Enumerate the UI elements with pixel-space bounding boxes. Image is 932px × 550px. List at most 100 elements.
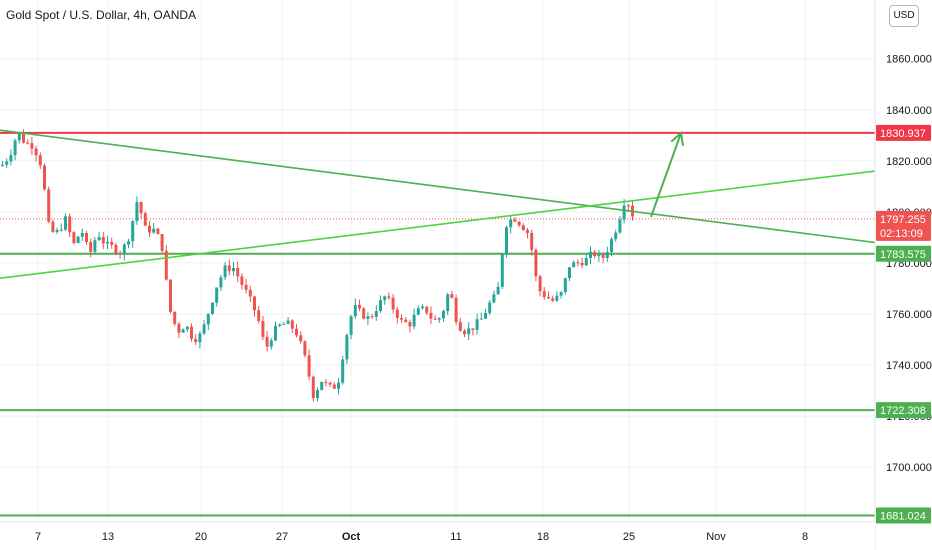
candle-body — [13, 140, 17, 156]
candle-body — [114, 245, 118, 254]
projection-arrow — [650, 131, 685, 218]
candle-body — [517, 221, 521, 226]
candle-body — [442, 311, 445, 319]
candle-body — [152, 228, 156, 233]
candle-body — [538, 276, 542, 292]
candle-body — [416, 308, 420, 315]
candle-body — [584, 257, 588, 266]
candle-body — [395, 309, 399, 318]
candle-body — [454, 297, 458, 323]
candle-body — [269, 340, 273, 347]
candle-body — [580, 262, 584, 266]
candle-body — [43, 165, 46, 190]
candle-body — [26, 142, 30, 144]
candle-body — [387, 296, 391, 298]
candle-body — [244, 284, 248, 290]
candle-body — [349, 316, 353, 335]
candle-body — [471, 328, 475, 330]
candle-body — [353, 304, 357, 317]
candle-body — [362, 308, 366, 319]
candle-body — [404, 319, 408, 323]
candle-body — [282, 323, 286, 325]
candle-body — [261, 321, 265, 337]
candle-body — [484, 312, 487, 319]
candle-body — [5, 161, 9, 165]
candle-body — [408, 322, 412, 327]
candle-body — [17, 133, 21, 141]
candle-body — [101, 236, 105, 244]
time-tick-label: 18 — [537, 531, 549, 543]
candle-body — [505, 227, 508, 255]
candle-body — [488, 302, 492, 313]
candle-body — [127, 241, 130, 245]
trend-line-descending — [0, 129, 876, 244]
candle-body — [93, 240, 97, 252]
candle-body — [194, 338, 198, 343]
candle-body — [257, 310, 261, 322]
candle-body — [232, 268, 235, 272]
candle-body — [496, 286, 500, 295]
candle-body — [34, 148, 38, 156]
candle-body — [131, 221, 135, 242]
candle-body — [437, 318, 441, 320]
candle-body — [374, 311, 378, 317]
candle-body — [236, 268, 240, 277]
price-label-text: 1722.308 — [880, 405, 926, 417]
candle-body — [425, 306, 429, 313]
candle-body — [76, 236, 80, 244]
candle-body — [521, 225, 525, 231]
candle-body — [51, 221, 55, 232]
candle-body — [122, 244, 126, 255]
price-label-box — [876, 245, 931, 262]
candle-body — [299, 335, 303, 342]
candle-body — [248, 289, 252, 297]
candle-body — [429, 312, 433, 319]
candle-body — [303, 341, 307, 356]
candle-body — [215, 287, 219, 303]
candle-body — [290, 320, 294, 329]
candle-body — [337, 382, 340, 389]
price-tick-label: 1820.000 — [886, 156, 932, 168]
candle-body — [526, 230, 529, 233]
candle-body — [509, 219, 513, 228]
candle-body — [110, 241, 114, 246]
candle-body — [139, 202, 143, 214]
candle-body — [206, 313, 210, 325]
candle-body — [463, 330, 466, 335]
price-tick-label: 1760.000 — [886, 309, 932, 321]
candle-body — [450, 294, 454, 298]
candle-body — [366, 316, 370, 319]
candle-body — [22, 133, 25, 143]
candle-body — [547, 296, 550, 299]
candle-body — [332, 384, 336, 389]
candle-body — [211, 302, 214, 314]
candles — [1, 129, 634, 402]
time-tick-label: 11 — [450, 531, 461, 543]
candle-body — [295, 328, 298, 336]
candle-body — [307, 355, 311, 377]
candle-body — [576, 262, 580, 264]
candle-body — [324, 381, 328, 383]
candle-body — [265, 336, 269, 347]
candle-body — [68, 216, 72, 233]
candle-body — [135, 202, 139, 222]
candle-body — [542, 291, 546, 297]
candle-body — [72, 232, 76, 244]
candle-body — [160, 234, 164, 251]
candle-body — [597, 254, 601, 257]
time-tick-label: 7 — [35, 531, 41, 543]
candle-body — [89, 241, 93, 252]
candle-body — [38, 155, 42, 166]
candle-body — [400, 317, 403, 320]
candle-body — [253, 296, 256, 311]
candle-body — [513, 219, 517, 222]
candle-body — [618, 219, 622, 233]
currency-unit-button[interactable]: USD — [889, 5, 919, 27]
candle-body — [169, 279, 172, 312]
candle-body — [118, 253, 122, 255]
candle-body — [143, 213, 147, 226]
candle-body — [59, 229, 63, 231]
candle-body — [223, 265, 227, 278]
candle-body — [219, 277, 223, 288]
